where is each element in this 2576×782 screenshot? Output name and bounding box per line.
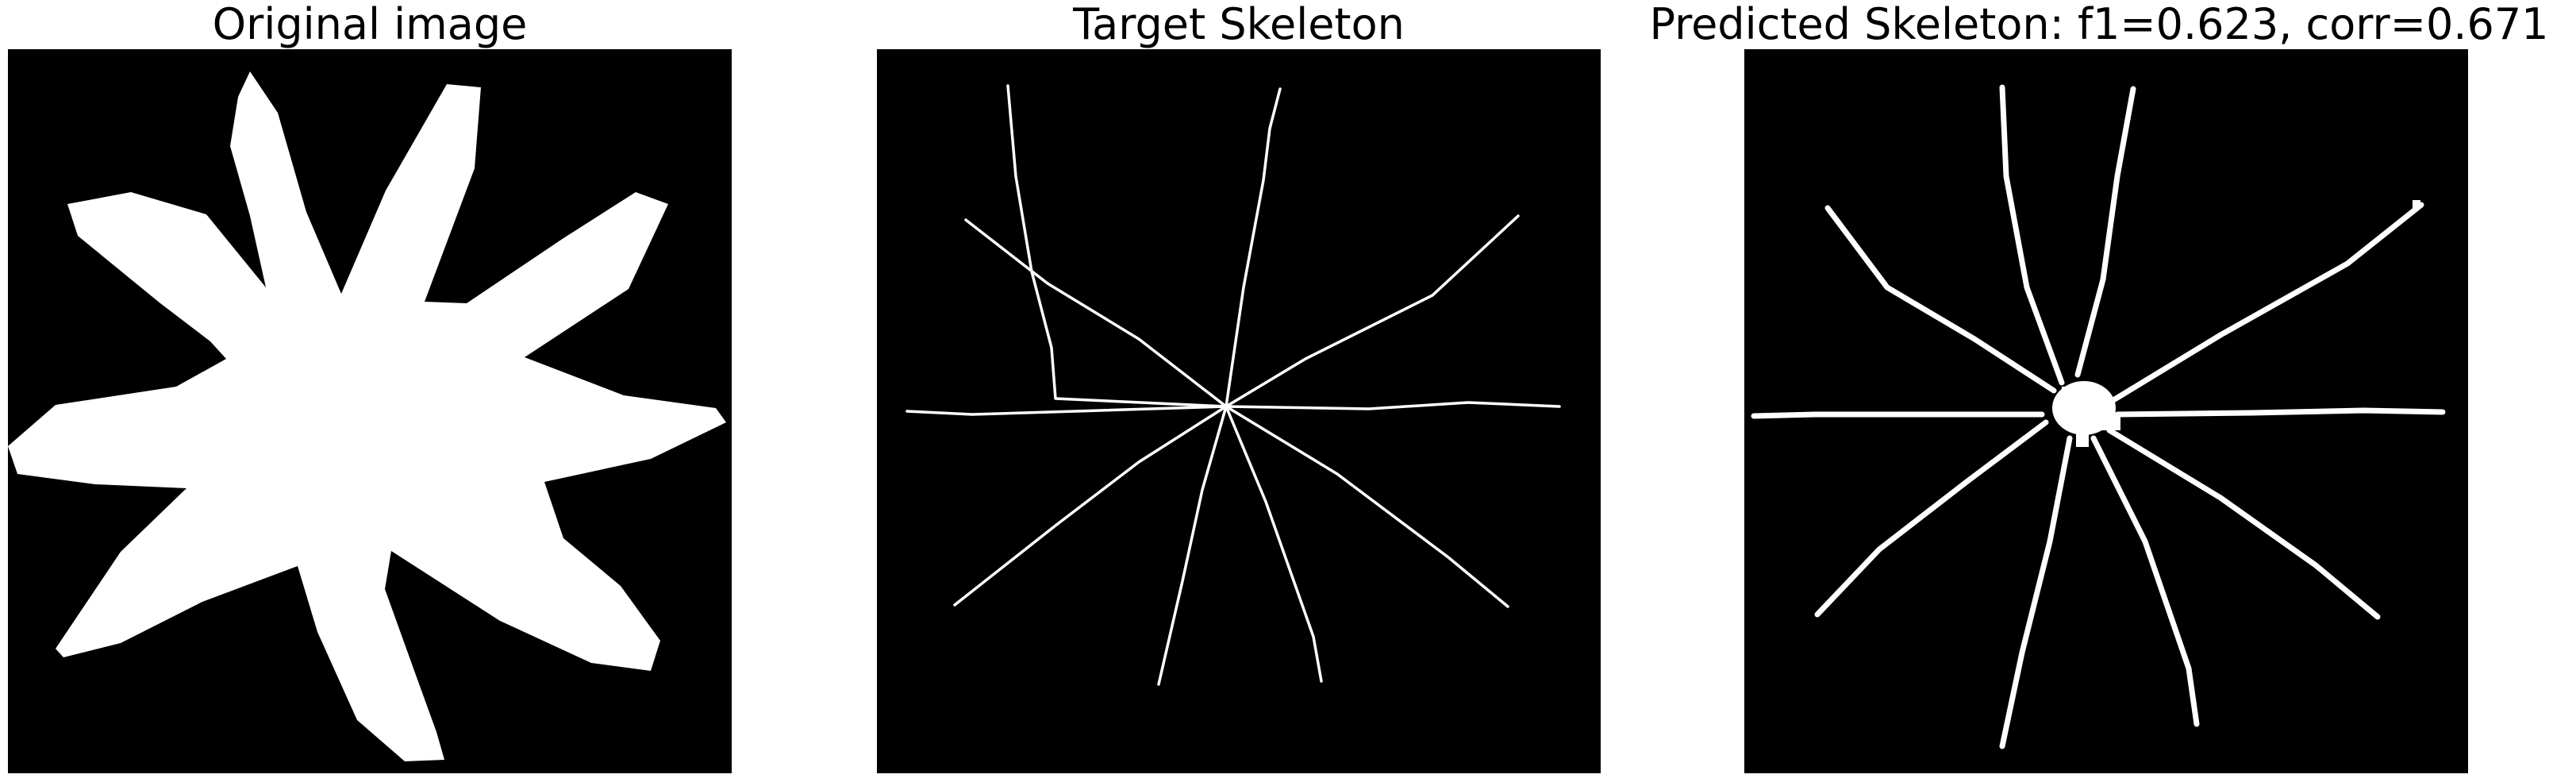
original-image-panel xyxy=(8,49,732,773)
predicted-skeleton-center-blob xyxy=(2052,200,2420,447)
predicted-skeleton-lines xyxy=(1751,84,2446,749)
target-skeleton-image xyxy=(877,49,1601,773)
target-skeleton-panel xyxy=(877,49,1601,773)
predicted-skeleton-panel xyxy=(1744,49,2468,773)
target-skeleton-lines xyxy=(905,84,1561,686)
original-image-title: Original image xyxy=(212,0,528,49)
star-shape xyxy=(8,71,726,761)
target-skeleton-title: Target Skeleton xyxy=(1073,0,1405,49)
star-shape-image xyxy=(8,49,732,773)
predicted-skeleton-title: Predicted Skeleton: f1=0.623, corr=0.671 xyxy=(1649,0,2549,49)
predicted-skeleton-image xyxy=(1744,49,2468,773)
